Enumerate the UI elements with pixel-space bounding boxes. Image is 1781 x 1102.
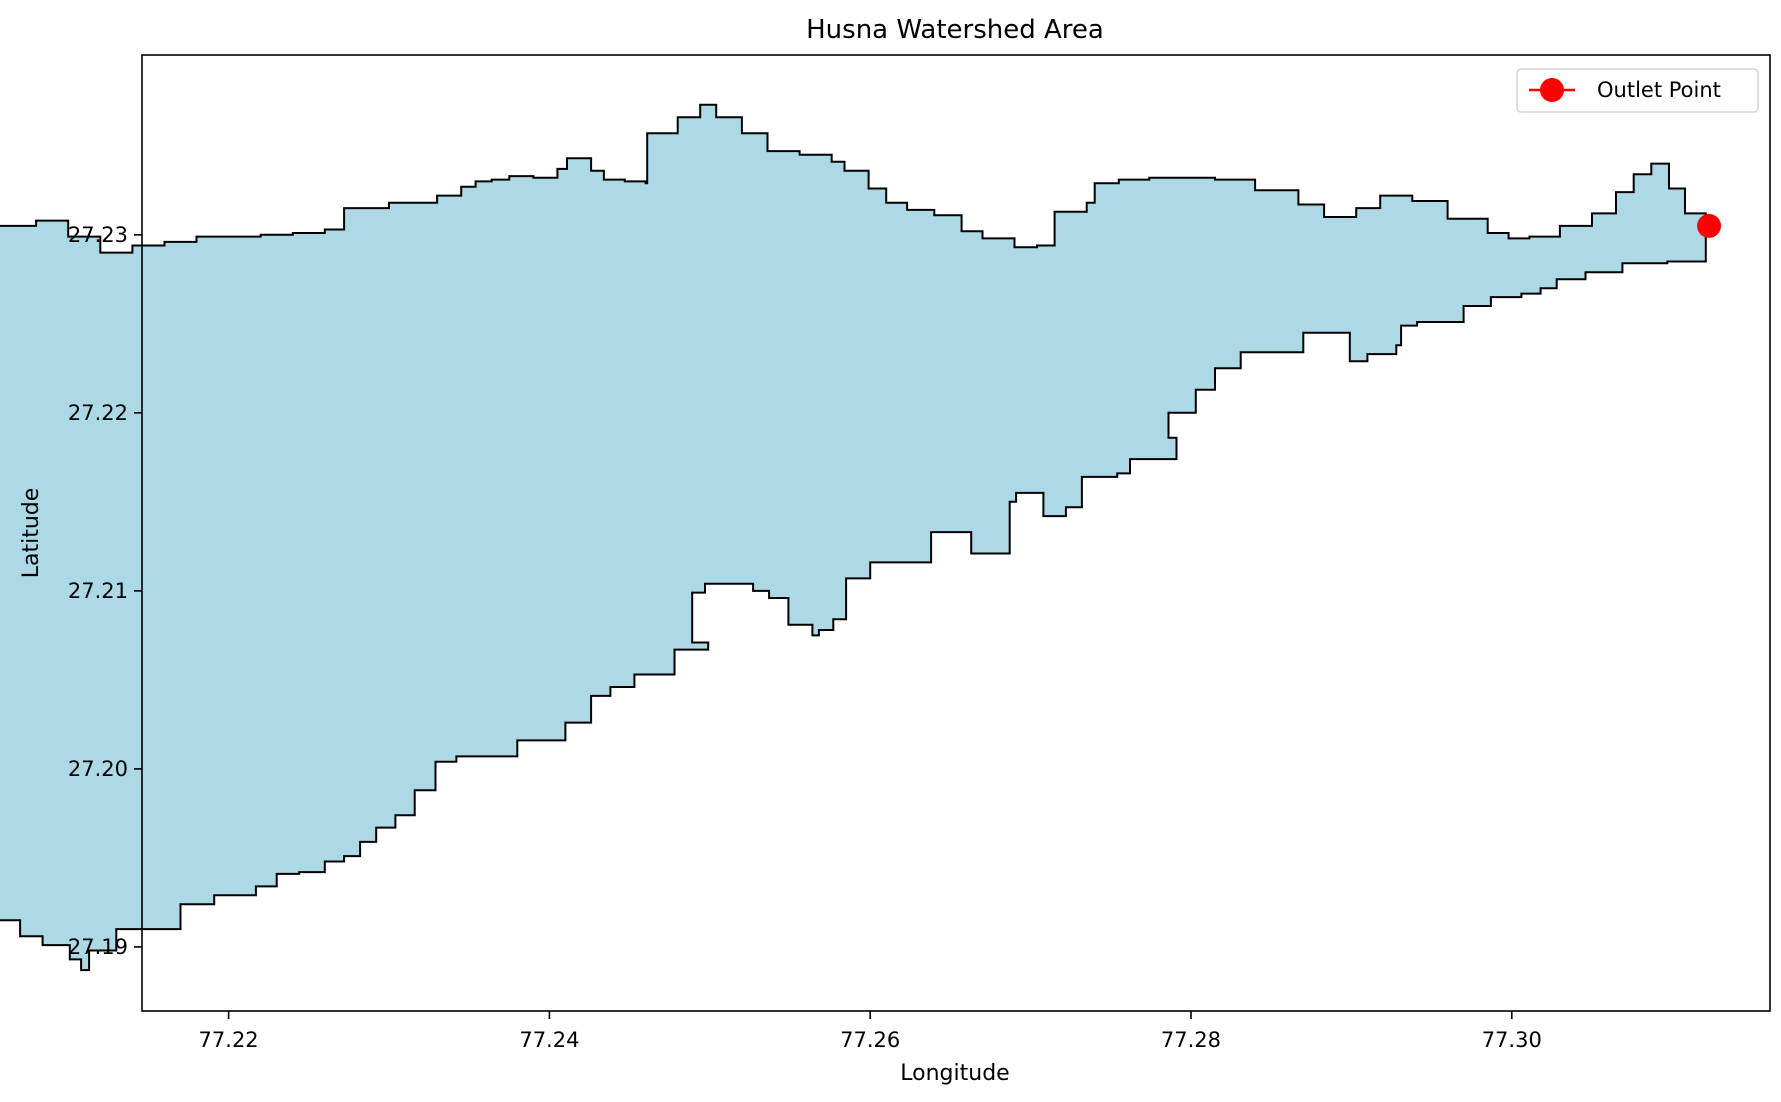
x-tick-label: 77.26 bbox=[840, 1028, 900, 1052]
x-tick-label: 77.28 bbox=[1161, 1028, 1221, 1052]
y-tick-label: 27.22 bbox=[68, 401, 128, 425]
x-tick-label: 77.30 bbox=[1482, 1028, 1542, 1052]
legend-marker-sample bbox=[1540, 78, 1564, 102]
y-axis-label: Latitude bbox=[19, 488, 44, 579]
legend-box bbox=[1516, 68, 1759, 113]
y-tick-label: 27.23 bbox=[68, 223, 128, 247]
x-tick-label: 77.22 bbox=[199, 1028, 259, 1052]
x-axis-ticks: 77.22 77.24 77.26 77.28 77.30 bbox=[199, 1011, 1542, 1052]
x-tick-label: 77.24 bbox=[519, 1028, 579, 1052]
y-tick-label: 27.21 bbox=[68, 579, 128, 603]
x-axis-label: Longitude bbox=[900, 1061, 1009, 1086]
y-tick-label: 27.19 bbox=[68, 935, 128, 959]
plot-area bbox=[0, 103, 1722, 972]
axes-frame bbox=[141, 54, 1771, 1012]
legend-label-outlet-point: Outlet Point bbox=[1597, 78, 1721, 102]
watershed-polygon bbox=[0, 103, 1707, 972]
outlet-point-marker bbox=[1697, 213, 1722, 238]
y-tick-label: 27.20 bbox=[68, 757, 128, 781]
y-axis-ticks: 27.19 27.20 27.21 27.22 27.23 bbox=[68, 223, 142, 959]
chart-title: Husna Watershed Area bbox=[806, 15, 1104, 45]
legend: Outlet Point bbox=[1516, 68, 1759, 113]
